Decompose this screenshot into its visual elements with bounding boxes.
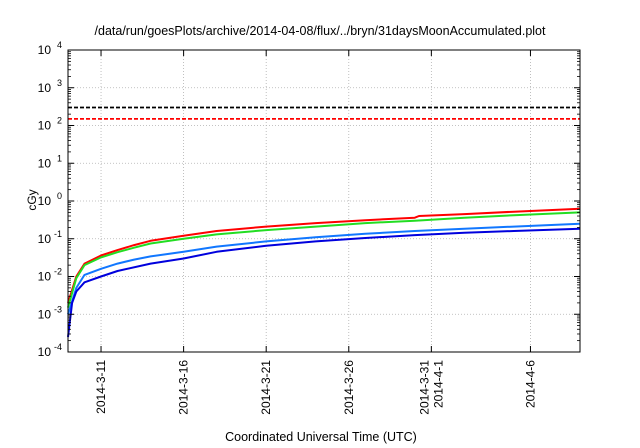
series-line [67, 211, 581, 308]
x-tick-labels: 2014-3-11 2014-3-16 2014-3-21 2014-3-26 2014… [94, 360, 537, 415]
y-tick-exponent: 3 [57, 78, 62, 88]
reference-lines [68, 106, 580, 120]
y-tick-exponent: -4 [54, 342, 62, 352]
x-tick-label: 2014-4-6 [523, 360, 537, 408]
x-tick-label: 2014-4-1 [431, 360, 445, 408]
x-axis-label: Coordinated Universal Time (UTC) [225, 430, 417, 444]
chart-title: /data/run/goesPlots/archive/2014-04-08/f… [95, 24, 546, 38]
y-tick-label: 10 [38, 194, 52, 208]
y-tick-label: 10 [38, 307, 52, 321]
y-tick-exponent: 2 [57, 116, 62, 126]
y-tick-label: 10 [38, 345, 52, 359]
x-tick-label: 2014-3-26 [342, 360, 356, 415]
y-tick-label: 10 [38, 43, 52, 57]
x-tick-label: 2014-3-11 [94, 360, 108, 414]
y-tick-exponent: -2 [54, 267, 62, 277]
y-tick-label: 10 [38, 156, 52, 170]
series-line [67, 222, 581, 315]
series-line [67, 227, 581, 338]
grid [68, 50, 580, 352]
y-tick-label: 10 [38, 232, 52, 246]
x-tick-label: 2014-3-21 [259, 360, 273, 415]
x-tick-label: 2014-3-31 [417, 360, 431, 415]
y-tick-exponent: 4 [57, 40, 62, 50]
series-lines [67, 207, 581, 338]
y-tick-label: 10 [38, 81, 52, 95]
y-tick-label: 10 [38, 270, 52, 284]
y-tick-exponent: -3 [54, 304, 62, 314]
y-axis-label: cGy [25, 189, 39, 210]
y-tick-exponent: 0 [57, 191, 62, 201]
y-tick-exponent: -1 [54, 229, 62, 239]
axes [67, 49, 581, 353]
x-tick-label: 2014-3-16 [177, 360, 191, 415]
y-tick-label: 10 [38, 119, 52, 133]
y-tick-exponent: 1 [57, 153, 62, 163]
series-line [67, 207, 581, 304]
